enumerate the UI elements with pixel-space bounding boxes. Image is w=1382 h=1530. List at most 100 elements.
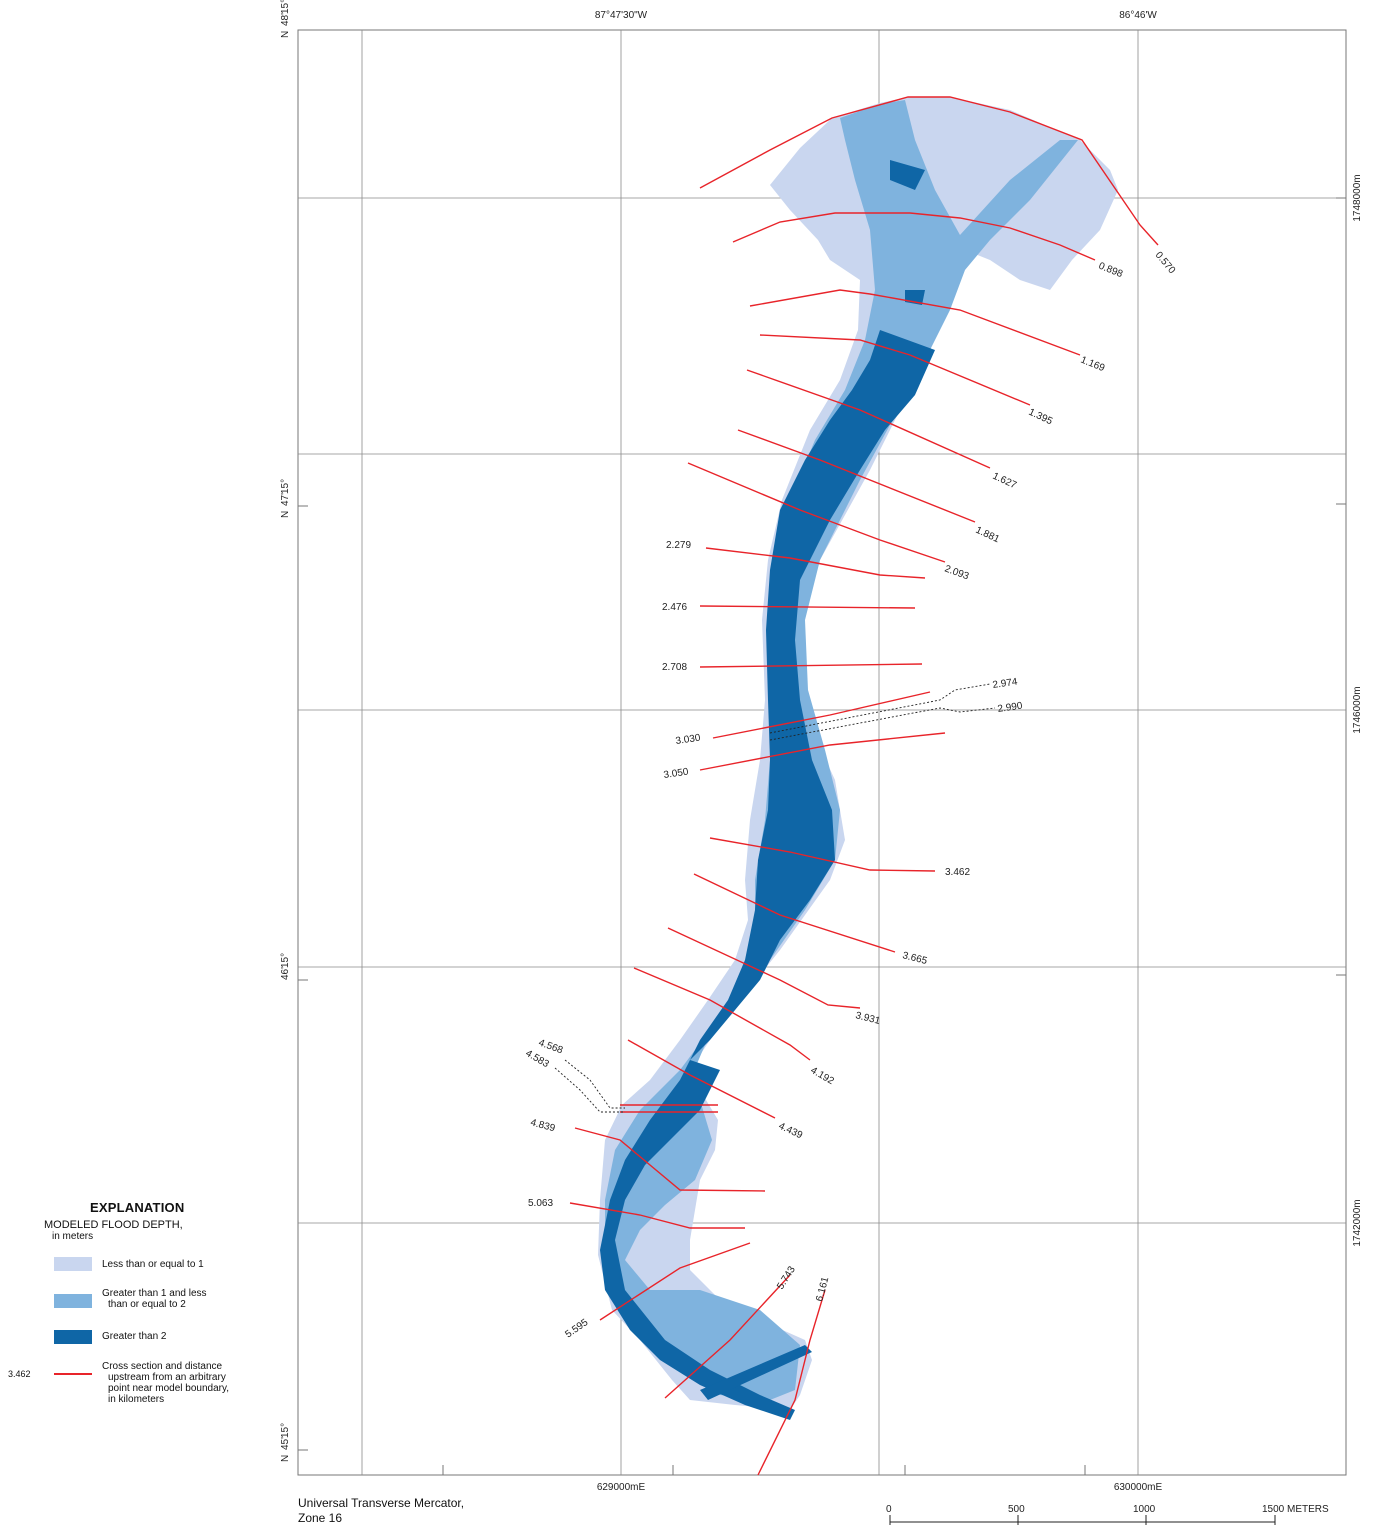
xs-label-0.898: 0.898 (1097, 261, 1125, 281)
grid-coordinate-labels: 87°47'30"W 86°46'W 15° 48' N 15° 47' N 1… (280, 0, 1363, 1493)
cross-section-5.063 (569, 1202, 745, 1229)
xs-label-4.839: 4.839 (529, 1117, 556, 1134)
cross-section-5.743 (664, 1274, 791, 1399)
left-label-3-line-2: N (280, 1455, 291, 1462)
scale-tick-0: 0 (886, 1504, 892, 1515)
projection-note: Universal Transverse Mercator, Zone 16 (298, 1496, 464, 1526)
scale-tick-1: 500 (1008, 1504, 1025, 1515)
cross-section-2.708 (699, 663, 923, 668)
projection-line-1: Zone 16 (298, 1511, 343, 1525)
legend-label-medium-line-1: than or equal to 2 (108, 1299, 186, 1310)
cross-section-1.627 (746, 369, 991, 469)
xs-label-1.395: 1.395 (1027, 407, 1055, 428)
xs-label-4.192: 4.192 (809, 1065, 837, 1087)
scale-tick-3: 1500 METERS (1262, 1504, 1329, 1515)
xs-label-2.093: 2.093 (943, 563, 971, 582)
legend-label-shallow: Less than or equal to 1 (102, 1259, 292, 1270)
cross-section-3.665 (693, 873, 896, 953)
xs-label-3.462: 3.462 (945, 867, 970, 878)
left-label-0-line-1: 48' (280, 13, 291, 26)
left-label-3-line-0: 15° (280, 1423, 291, 1438)
cross-section-1.169 (749, 289, 1081, 356)
left-label-3-line-1: 45' (280, 1437, 291, 1450)
cross-section-4.192 (633, 967, 811, 1061)
cross-section-0.570 (699, 96, 1159, 246)
right-label-2: 1742000m (1352, 1199, 1363, 1246)
cross-section-6.161 (757, 1289, 826, 1476)
left-label-2-line-0: 15° (280, 953, 291, 968)
frame-ticks (298, 197, 1346, 1475)
legend-label-medium-line-0: Greater than 1 and less (102, 1288, 207, 1299)
left-label-1-line-1: 47' (280, 493, 291, 506)
cross-section-3.931 (667, 927, 861, 1009)
map-frame (297, 29, 1347, 1476)
projection-line-0: Universal Transverse Mercator, (298, 1496, 465, 1510)
bottom-label-0: 629000mE (597, 1482, 646, 1493)
xs-label-4.568: 4.568 (537, 1037, 565, 1056)
xs-label-2.279: 2.279 (666, 540, 691, 551)
legend-subtitle: MODELED FLOOD DEPTH, in meters (44, 1219, 183, 1243)
scale-bar: 0 500 1000 1500 METERS (886, 1504, 1329, 1525)
leader-lines (554, 683, 996, 1113)
xs-label-3.665: 3.665 (901, 950, 928, 967)
cross-section-2.476 (699, 605, 916, 609)
legend-swatch-shallow (54, 1257, 92, 1271)
right-label-1: 1746000m (1352, 686, 1363, 733)
legend-swatch-medium (54, 1294, 92, 1308)
legend-cross-section-swatch (54, 1373, 92, 1375)
cross-section-3.050 (699, 732, 946, 771)
legend-label-deep: Greater than 2 (102, 1331, 292, 1342)
cross-section-5.595 (599, 1242, 751, 1321)
xs-label-4.439: 4.439 (777, 1121, 805, 1142)
cross-section-1.395 (759, 334, 1031, 406)
xs-label-2.974: 2.974 (992, 677, 1019, 691)
cross-section-4.839 (574, 1127, 766, 1192)
legend-swatch-deep (54, 1330, 92, 1344)
cross-section-3.462 (709, 837, 936, 872)
legend-xs-line-1: upstream from an arbitrary (108, 1372, 226, 1383)
xs-label-1.169: 1.169 (1079, 355, 1107, 375)
left-label-0-line-0: 15° (280, 0, 291, 14)
xs-label-3.931: 3.931 (854, 1010, 881, 1027)
scale-tick-2: 1000 (1133, 1504, 1156, 1515)
legend-label-shallow-line-0: Less than or equal to 1 (102, 1259, 204, 1270)
right-label-0: 1748000m (1352, 174, 1363, 221)
top-label-0: 87°47'30"W (595, 10, 648, 21)
cross-section-3.030 (712, 691, 931, 739)
legend-xs-line-3: in kilometers (108, 1394, 165, 1405)
cross-section-0.898 (732, 212, 1096, 261)
cross-section-2.093 (687, 462, 946, 563)
xs-label-0.570: 0.570 (1153, 250, 1178, 277)
left-label-1-line-2: N (280, 511, 291, 518)
legend-label-deep-line-0: Greater than 2 (102, 1331, 167, 1342)
top-label-1: 86°46'W (1119, 10, 1157, 21)
legend-label-medium: Greater than 1 and less than or equal to… (102, 1288, 292, 1310)
cross-section-1.881 (737, 429, 976, 523)
legend-cross-section-sample: 3.462 (8, 1369, 31, 1379)
bottom-label-1: 630000mE (1114, 1482, 1163, 1493)
legend-units: in meters (52, 1231, 94, 1242)
cross-section-4.439 (627, 1039, 776, 1119)
xs-label-3.050: 3.050 (663, 767, 690, 781)
xs-label-2.708: 2.708 (662, 662, 687, 673)
xs-label-1.627: 1.627 (991, 471, 1019, 492)
xs-label-2.476: 2.476 (662, 602, 687, 613)
left-label-2-line-1: 46' (280, 967, 291, 980)
xs-label-6.161: 6.161 (814, 1275, 831, 1302)
legend-label-cross-section: Cross section and distance upstream from… (102, 1361, 292, 1405)
left-label-1-line-0: 15° (280, 479, 291, 494)
legend-xs-line-0: Cross section and distance (102, 1361, 223, 1372)
depth-class-shallow (598, 97, 1118, 1410)
xs-label-5.063: 5.063 (528, 1198, 553, 1209)
xs-label-2.990: 2.990 (997, 701, 1024, 715)
legend-xs-line-2: point near model boundary, (108, 1383, 230, 1394)
cross-section-lines (569, 96, 1159, 1476)
legend-title: EXPLANATION (90, 1200, 185, 1215)
xs-label-3.030: 3.030 (675, 733, 702, 747)
depth-class-deep (600, 160, 935, 1420)
cross-section-2.279 (705, 547, 926, 579)
legend-subtitle-text: MODELED FLOOD DEPTH, (44, 1219, 183, 1231)
xs-label-1.881: 1.881 (974, 525, 1002, 546)
xs-label-5.743: 5.743 (775, 1264, 798, 1291)
